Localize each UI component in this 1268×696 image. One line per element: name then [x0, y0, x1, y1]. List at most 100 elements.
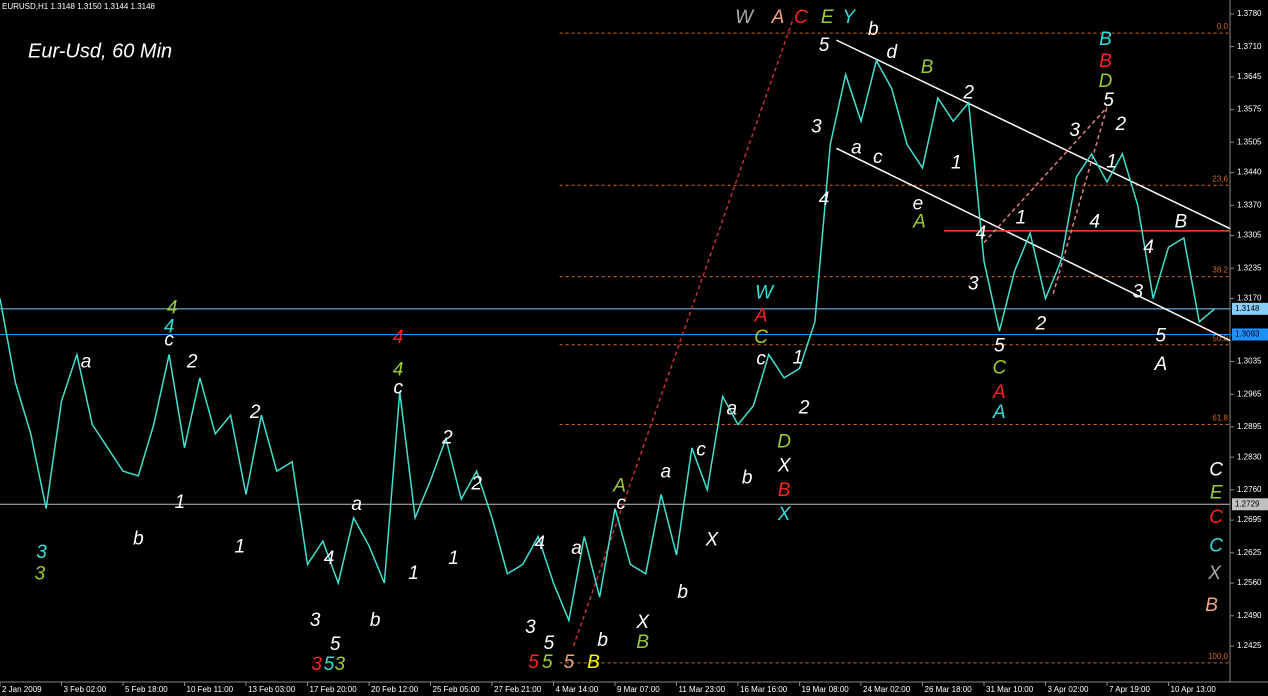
wave-label: 5: [819, 35, 830, 56]
price-tag-label: 1.3148: [1235, 304, 1260, 313]
y-tick-label: 1.2695: [1237, 515, 1262, 524]
wave-label: d: [886, 42, 898, 63]
wave-label: b: [597, 630, 608, 651]
wave-label: B: [1174, 212, 1187, 233]
wave-label: 4: [1143, 237, 1154, 258]
wave-label: C: [993, 358, 1007, 379]
wave-label: a: [81, 351, 92, 372]
fib-label: 23.6: [1212, 174, 1228, 183]
wave-label: B: [921, 57, 934, 78]
wave-label: D: [777, 432, 791, 453]
wave-label: D: [1099, 71, 1113, 92]
y-tick-label: 1.3305: [1237, 231, 1262, 240]
wave-label: 3: [811, 116, 822, 137]
wave-label: 1: [793, 348, 804, 369]
wave-label: 1: [951, 152, 962, 173]
wave-label: 4: [393, 327, 404, 348]
wave-label: A: [912, 212, 926, 233]
price-line-series: [0, 58, 1216, 624]
wave-label: 4: [534, 533, 545, 554]
wave-label: 5: [330, 634, 341, 655]
wave-label: A: [992, 402, 1006, 423]
wave-label: b: [868, 19, 879, 40]
wave-label: B: [1099, 29, 1112, 50]
wave-label: W: [735, 7, 755, 28]
wave-label: A: [771, 7, 785, 28]
wave-label: C: [754, 327, 768, 348]
wave-label: A: [754, 305, 768, 326]
wave-label: 5: [1156, 325, 1167, 346]
wave-label: 5: [324, 654, 335, 675]
x-tick-label: 24 Mar 02:00: [863, 685, 911, 694]
wave-label: 2: [962, 82, 974, 103]
wave-label: c: [616, 493, 626, 514]
wave-label: 3: [334, 654, 345, 675]
wave-label: a: [851, 137, 862, 158]
y-tick-label: 1.2760: [1237, 485, 1262, 494]
wave-label: c: [164, 330, 174, 351]
y-tick-label: 1.3035: [1237, 357, 1262, 366]
wave-label: E: [821, 7, 834, 28]
x-tick-label: 31 Mar 10:00: [986, 685, 1034, 694]
x-tick-label: 26 Mar 18:00: [925, 685, 973, 694]
y-tick-label: 1.2560: [1237, 578, 1262, 587]
x-tick-label: 25 Feb 05:00: [433, 685, 481, 694]
wave-label: b: [742, 468, 753, 489]
wave-label: e: [913, 193, 924, 214]
wave-label: 1: [1106, 151, 1117, 172]
wave-label: C: [1209, 536, 1223, 557]
wave-label: 5: [564, 652, 575, 673]
wave-label: 2: [1115, 114, 1127, 135]
wave-label: C: [1209, 460, 1223, 481]
wave-label: 3: [36, 542, 47, 563]
y-tick-label: 1.3170: [1237, 294, 1262, 303]
wave-label: 5: [542, 652, 553, 673]
x-tick-label: 10 Apr 13:00: [1171, 685, 1217, 694]
trendline: [572, 17, 795, 647]
wave-label: a: [660, 462, 671, 483]
x-tick-label: 19 Mar 08:00: [802, 685, 850, 694]
wave-label: X: [705, 530, 720, 551]
y-tick-label: 1.2425: [1237, 641, 1262, 650]
price-tag-label: 1.2729: [1235, 499, 1260, 508]
y-tick-label: 1.3780: [1237, 9, 1262, 18]
wave-label: 2: [249, 402, 261, 423]
wave-label: B: [636, 632, 649, 653]
x-tick-label: 3 Feb 02:00: [64, 685, 107, 694]
wave-label: 4: [819, 189, 830, 210]
y-tick-label: 1.2625: [1237, 548, 1262, 557]
fib-label: 61.8: [1212, 414, 1228, 423]
wave-label: C: [1209, 507, 1223, 528]
wave-label: B: [1205, 595, 1218, 616]
wave-label: A: [1153, 354, 1167, 375]
wave-label: B: [587, 652, 600, 673]
wave-label: 2: [441, 428, 453, 449]
wave-label: c: [756, 349, 766, 370]
wave-label: 1: [175, 492, 186, 513]
wave-label: C: [794, 7, 808, 28]
trendline: [983, 106, 1108, 244]
x-tick-label: 20 Feb 12:00: [371, 685, 419, 694]
trendline: [1052, 107, 1108, 295]
wave-label: E: [1210, 483, 1223, 504]
wave-label: b: [133, 529, 144, 550]
price-tag: [1232, 498, 1268, 511]
price-tag: [1232, 302, 1268, 315]
wave-label: W: [755, 282, 775, 303]
wave-label: a: [727, 399, 738, 420]
wave-label: c: [393, 378, 403, 399]
wave-label: 1: [1016, 207, 1027, 228]
wave-label: 2: [798, 398, 810, 419]
wave-label: 4: [976, 223, 987, 244]
x-tick-label: 17 Feb 20:00: [310, 685, 358, 694]
price-tag: [1232, 328, 1268, 341]
x-tick-label: 10 Feb 11:00: [187, 685, 234, 694]
wave-label: 4: [1089, 212, 1100, 233]
wave-label: A: [612, 476, 626, 497]
x-tick-label: 27 Feb 21:00: [494, 685, 542, 694]
wave-label: 2: [1035, 314, 1047, 335]
wave-label: 3: [35, 564, 46, 585]
wave-label: c: [696, 440, 706, 461]
x-tick-label: 3 Apr 02:00: [1048, 685, 1089, 694]
